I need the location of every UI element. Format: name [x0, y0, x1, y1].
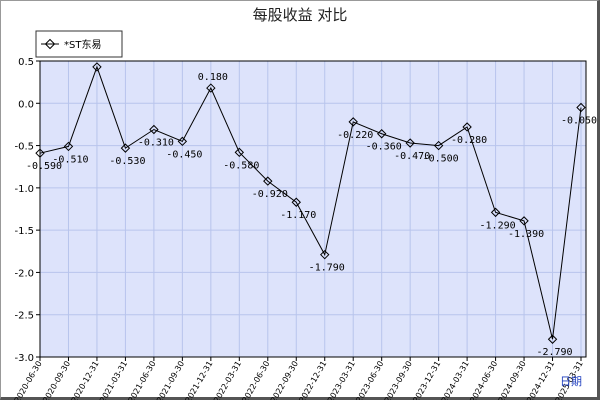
data-point-marker [547, 334, 558, 344]
data-label: -0.220 [337, 130, 373, 141]
y-axis-ticks: 0.5 0.0 -0.5 -1.0 -1.5 -2.0 -2.5 -3.0 [14, 57, 40, 364]
x-tick-label: 2020-12-31 [70, 360, 101, 400]
x-tick-label: 2021-06-30 [127, 360, 158, 400]
plot-area [40, 61, 586, 357]
data-point-marker [576, 102, 586, 113]
data-label: -0.920 [252, 189, 288, 200]
data-labels: -0.590-0.510 -0.530 -0.310-0.450 0.180 -0.58… [26, 72, 597, 358]
series-line-path [39, 65, 582, 340]
data-label: -0.310 [138, 138, 174, 149]
data-label: -0.470 [394, 151, 430, 162]
x-tick-label: 2023-06-30 [354, 360, 385, 400]
data-point-marker [120, 143, 131, 153]
grid-lines [39, 60, 586, 358]
data-point-marker [149, 124, 159, 135]
x-axis-label: 日期 [560, 375, 582, 388]
legend: *ST东易 [35, 30, 123, 58]
axes [39, 60, 587, 358]
y-tick-label: -2.5 [14, 311, 34, 322]
data-label: -1.290 [480, 220, 516, 231]
data-point-marker [234, 147, 245, 158]
data-point-marker [348, 117, 358, 127]
data-point-marker [206, 83, 216, 93]
plot-border [39, 60, 587, 358]
data-label: -1.390 [508, 229, 544, 240]
y-tick-label: 0.5 [18, 57, 34, 68]
x-tick-label: 2024-12-31 [525, 360, 556, 400]
y-tick-label: -0.5 [14, 142, 34, 153]
data-point-marker [320, 249, 330, 260]
data-label: -0.590 [26, 161, 62, 172]
legend-marker-icon [44, 38, 56, 50]
x-tick-label: 2022-09-30 [269, 360, 300, 400]
x-tick-label: 2021-12-31 [184, 360, 215, 400]
data-label: -1.170 [280, 210, 316, 221]
legend-series-name: *ST东易 [64, 38, 101, 51]
data-point-marker [263, 176, 273, 186]
data-point-marker [405, 138, 415, 148]
data-point-marker [519, 216, 529, 226]
data-point-marker [433, 140, 444, 151]
data-point-marker [177, 136, 188, 147]
y-tick-label: -2.0 [14, 268, 34, 279]
data-label: -0.450 [166, 149, 202, 160]
series-points [35, 62, 586, 344]
x-tick-label: 2024-03-31 [440, 359, 471, 400]
data-point-marker [92, 62, 102, 72]
y-tick-label: -3.0 [14, 353, 34, 364]
x-tick-label: 2024-09-30 [497, 360, 528, 400]
x-axis-ticks: 2020-06-302020-09-302020-12-312021-03-31… [13, 357, 585, 400]
y-tick-label: -1.5 [14, 226, 34, 237]
data-label: -0.280 [451, 135, 487, 146]
data-point-marker [376, 129, 387, 139]
data-label: -0.530 [109, 156, 145, 167]
data-point-marker [490, 207, 501, 218]
data-label: 0.180 [198, 72, 228, 83]
x-tick-label: 2022-12-31 [297, 360, 328, 400]
data-label: -0.050 [561, 116, 597, 127]
data-point-marker [462, 122, 472, 132]
data-label: -0.510 [52, 154, 88, 165]
data-point-marker [35, 148, 45, 158]
x-tick-label: 2021-03-31 [98, 360, 129, 400]
data-label: -1.790 [309, 263, 345, 274]
series-line [39, 65, 582, 340]
chart-title: 每股收益 对比 [253, 6, 348, 24]
data-label: -2.790 [536, 347, 572, 358]
data-label: -0.580 [223, 160, 259, 171]
x-tick-label: 2024-06-30 [468, 360, 499, 400]
data-point-marker [63, 141, 74, 152]
x-tick-label: 2022-03-31 [212, 360, 243, 400]
x-tick-label: 2023-03-31 [326, 360, 357, 400]
x-tick-label: 2022-06-30 [240, 360, 271, 400]
x-tick-label: 2020-06-30 [13, 360, 44, 400]
data-label: -0.360 [366, 142, 402, 153]
y-tick-label: -1.0 [14, 184, 34, 195]
x-tick-label: 2021-09-30 [155, 360, 186, 400]
x-tick-label: 2023-09-30 [383, 360, 414, 400]
x-tick-label: 2023-12-31 [411, 360, 442, 400]
y-tick-label: 0.0 [18, 99, 34, 110]
data-label: -0.500 [423, 154, 459, 165]
data-point-marker [291, 197, 301, 207]
x-tick-label: 2020-09-30 [41, 360, 72, 400]
